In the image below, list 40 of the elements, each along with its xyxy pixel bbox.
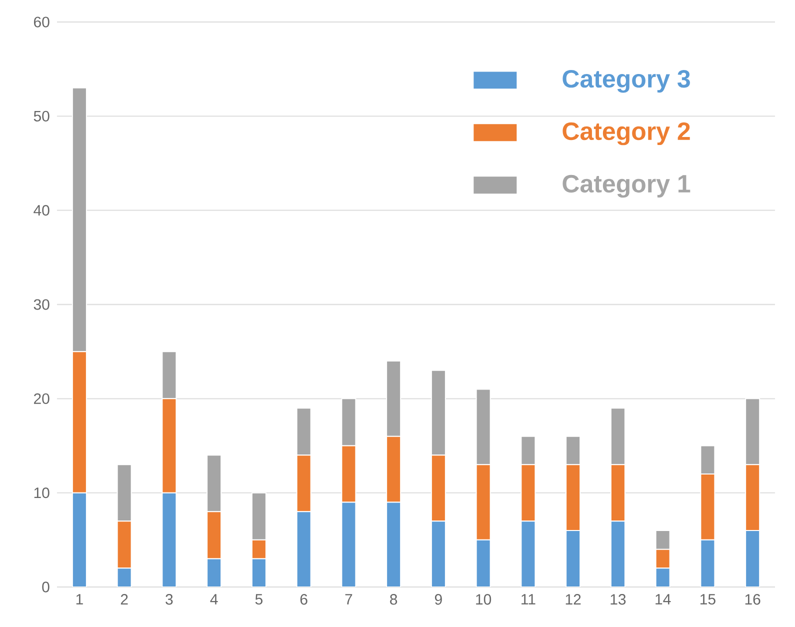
x-tick-label: 11 bbox=[522, 594, 536, 604]
legend-label: Category 2 bbox=[562, 122, 690, 146]
x-tick-label: 3 bbox=[166, 594, 173, 605]
x-tick-label: 5 bbox=[255, 594, 262, 605]
x-tick-label: 4 bbox=[210, 594, 218, 604]
x-tick-label: 15 bbox=[700, 594, 716, 605]
bar bbox=[72, 492, 87, 587]
bar bbox=[520, 520, 536, 587]
bar bbox=[206, 558, 222, 587]
bar bbox=[476, 539, 491, 587]
bar bbox=[251, 558, 266, 587]
y-tick-label: 20 bbox=[34, 393, 50, 404]
bar bbox=[610, 520, 626, 587]
x-tick-label: 7 bbox=[345, 594, 352, 604]
y-tick-label: 50 bbox=[34, 110, 50, 122]
bar bbox=[341, 502, 356, 587]
bar bbox=[386, 502, 402, 587]
y-tick-label: 0 bbox=[42, 582, 50, 592]
x-tick-label: 12 bbox=[566, 594, 581, 605]
y-tick-label: 10 bbox=[34, 488, 50, 498]
x-tick-label: 10 bbox=[476, 594, 492, 605]
x-tick-label: 13 bbox=[610, 594, 626, 605]
x-tick-label: 2 bbox=[120, 594, 128, 605]
y-tick-label: 40 bbox=[34, 205, 50, 216]
y-tick-label: 30 bbox=[34, 299, 50, 310]
bar bbox=[296, 511, 312, 587]
bar bbox=[745, 530, 760, 587]
x-tick-label: 8 bbox=[390, 594, 398, 605]
y-tick-label: 60 bbox=[34, 16, 50, 28]
bar bbox=[566, 530, 581, 587]
bar bbox=[700, 539, 716, 587]
bar bbox=[162, 492, 177, 587]
x-tick-label: 14 bbox=[656, 594, 671, 604]
x-tick-label: 16 bbox=[745, 594, 760, 605]
x-tick-label: 6 bbox=[300, 594, 308, 605]
legend-label: Category 1 bbox=[562, 174, 690, 198]
bar bbox=[430, 520, 446, 587]
legend-label: Category 3 bbox=[562, 70, 690, 93]
x-tick-label: 1 bbox=[76, 594, 83, 604]
x-tick-label: 9 bbox=[434, 594, 442, 605]
